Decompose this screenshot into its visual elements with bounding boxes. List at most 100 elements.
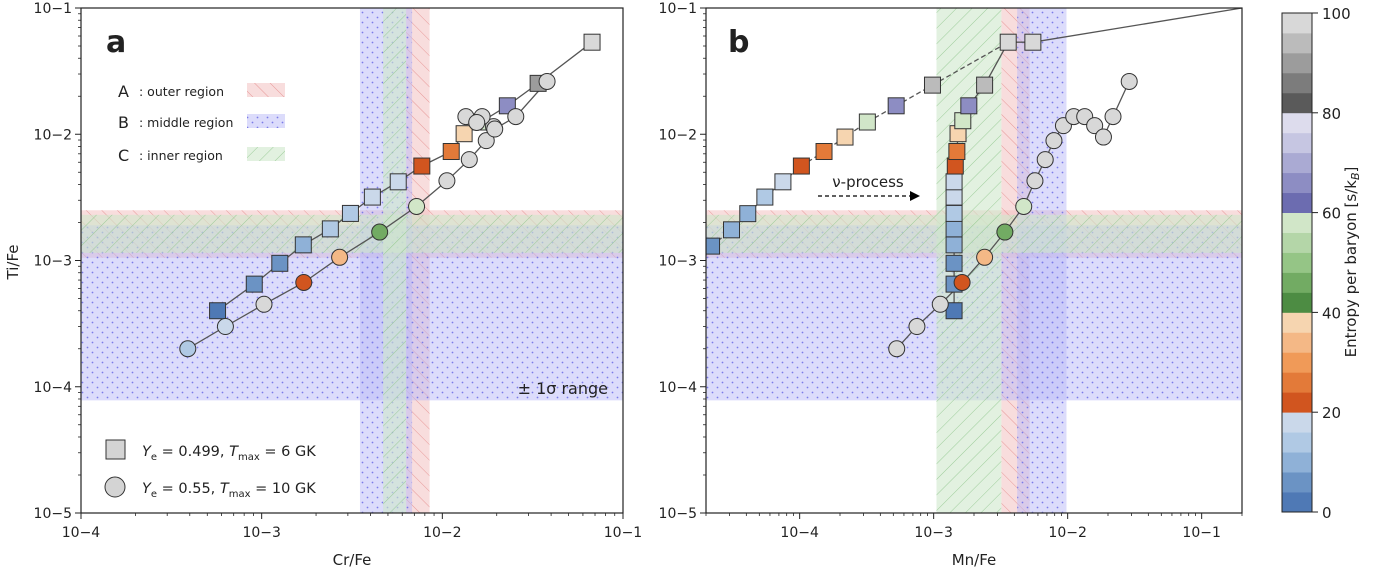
colorbar-cell [1282, 112, 1312, 134]
data-point-circle [331, 248, 349, 266]
data-point-square [271, 254, 289, 272]
data-point-square [945, 204, 963, 222]
data-point-square [739, 205, 757, 223]
data-point-square [836, 128, 854, 146]
x-tick-label: 10−2 [423, 525, 461, 541]
x-tick-label: 10−4 [62, 525, 101, 541]
data-point-square [321, 220, 339, 238]
colorbar-cell [1282, 72, 1312, 94]
panel-a-ticks: 10−4 10−3 10−2 10−1 10−5 10−4 10−3 10−2 10−1 [34, 1, 643, 541]
data-point-circle [1045, 132, 1063, 150]
legend-label-middle: : middle region [139, 115, 233, 130]
panel-a-regions [81, 8, 623, 513]
colorbar-frame [1281, 12, 1313, 513]
panel-a-points [179, 33, 601, 358]
y-tick-label: 10−3 [659, 254, 697, 270]
colorbar-cell [1282, 452, 1312, 473]
data-point-square [887, 97, 905, 115]
colorbar-tick-label: 60 [1322, 205, 1341, 223]
data-point-square [858, 113, 876, 131]
data-point-square [945, 254, 963, 272]
data-point-circle [908, 318, 926, 336]
y-tick-label: 10−5 [659, 506, 697, 522]
x-tick-label: 10−4 [780, 525, 819, 541]
data-point-square [976, 76, 994, 94]
y-tick-label: 10−4 [34, 380, 73, 396]
region-legend: A : outer region B : middle region C : i… [118, 82, 285, 165]
data-point-square [792, 157, 810, 175]
panel-b-xlabel: Mn/Fe [952, 551, 997, 569]
legend-letter-c: C [118, 146, 129, 165]
y-tick-label: 10−2 [34, 127, 72, 143]
data-point-circle [1026, 172, 1044, 190]
colorbar-cell [1282, 232, 1312, 253]
data-point-circle [371, 223, 389, 241]
data-point-circle [1120, 72, 1138, 90]
colorbar-cell [1282, 432, 1312, 453]
series-extension-line [1032, 8, 1242, 43]
data-point-square [245, 275, 263, 293]
data-point-square [945, 236, 963, 254]
colorbar-cell [1282, 32, 1312, 54]
data-point-circle [1086, 117, 1104, 135]
legend-label-outer: : outer region [139, 84, 224, 99]
panel-b-ticks: 10−4 10−3 10−2 10−1 10−5 10−4 10−3 10−2 10−1 [659, 1, 1243, 541]
data-point-square [294, 236, 312, 254]
data-point-square [945, 302, 963, 320]
data-point-circle [295, 273, 313, 291]
colorbar-cell [1282, 312, 1312, 333]
y-tick-label: 10−2 [659, 127, 697, 143]
data-point-square [455, 125, 473, 143]
data-point-circle [255, 295, 273, 313]
data-point-circle [408, 197, 426, 215]
data-point-circle [1104, 108, 1122, 126]
data-point-square [723, 221, 741, 239]
data-point-square [341, 204, 359, 222]
data-point-square [815, 143, 833, 161]
nu-process-annotation: ν-process [818, 173, 920, 201]
data-point-circle [976, 248, 994, 266]
data-point-square [954, 112, 972, 130]
colorbar-cell [1282, 252, 1312, 273]
colorbar-cell [1282, 412, 1312, 433]
panel-b-regions [706, 8, 1242, 513]
series-link-line [932, 41, 1009, 86]
data-point-square [923, 76, 941, 94]
data-point-circle [953, 273, 971, 291]
y-tick-label: 10−1 [34, 1, 72, 17]
panel-b-label: b [728, 25, 749, 60]
colorbar-tick-label: 80 [1322, 105, 1341, 123]
data-point-square [209, 302, 227, 320]
data-point-circle [486, 120, 504, 138]
panel-b: 10−4 10−3 10−2 10−1 10−5 10−4 10−3 10−2 10−1 b M… [659, 1, 1243, 569]
panel-a-xlabel: Cr/Fe [333, 551, 372, 569]
panel-a-ylabel: Ti/Fe [4, 245, 22, 281]
colorbar-ticks: 0 20 40 60 80 100 [1312, 5, 1351, 522]
colorbar-cell [1282, 13, 1312, 34]
x-tick-label: 10−3 [914, 525, 952, 541]
data-point-circle [477, 132, 495, 150]
x-tick-label: 10−2 [1048, 525, 1086, 541]
colorbar-tick-label: 20 [1322, 404, 1341, 422]
data-point-square [442, 143, 460, 161]
colorbar-tick-label: 100 [1322, 5, 1351, 23]
colorbar-label: Entropy per baryon [s/kB] [1342, 167, 1362, 358]
colorbar-cell [1282, 92, 1312, 114]
legend-letter-a: A [118, 82, 129, 101]
colorbar-tick-label: 0 [1322, 504, 1332, 522]
data-point-circle [460, 151, 478, 169]
colorbar-cell [1282, 192, 1312, 213]
colorbar-cell [1282, 292, 1312, 313]
panel-a: 10−4 10−3 10−2 10−1 10−5 10−4 10−3 10−2 10−1 a C… [4, 1, 642, 569]
data-point-square [946, 157, 964, 175]
colorbar-cell [1282, 52, 1312, 74]
data-point-square [960, 97, 978, 115]
legend-letter-b: B [118, 113, 129, 132]
y-tick-label: 10−3 [34, 254, 72, 270]
data-point-circle [931, 295, 949, 313]
data-point-square [945, 220, 963, 238]
data-point-circle [996, 223, 1014, 241]
legend-square-label: Ye = 0.499, Tmax = 6 GK [142, 444, 316, 463]
data-point-circle [438, 172, 456, 190]
